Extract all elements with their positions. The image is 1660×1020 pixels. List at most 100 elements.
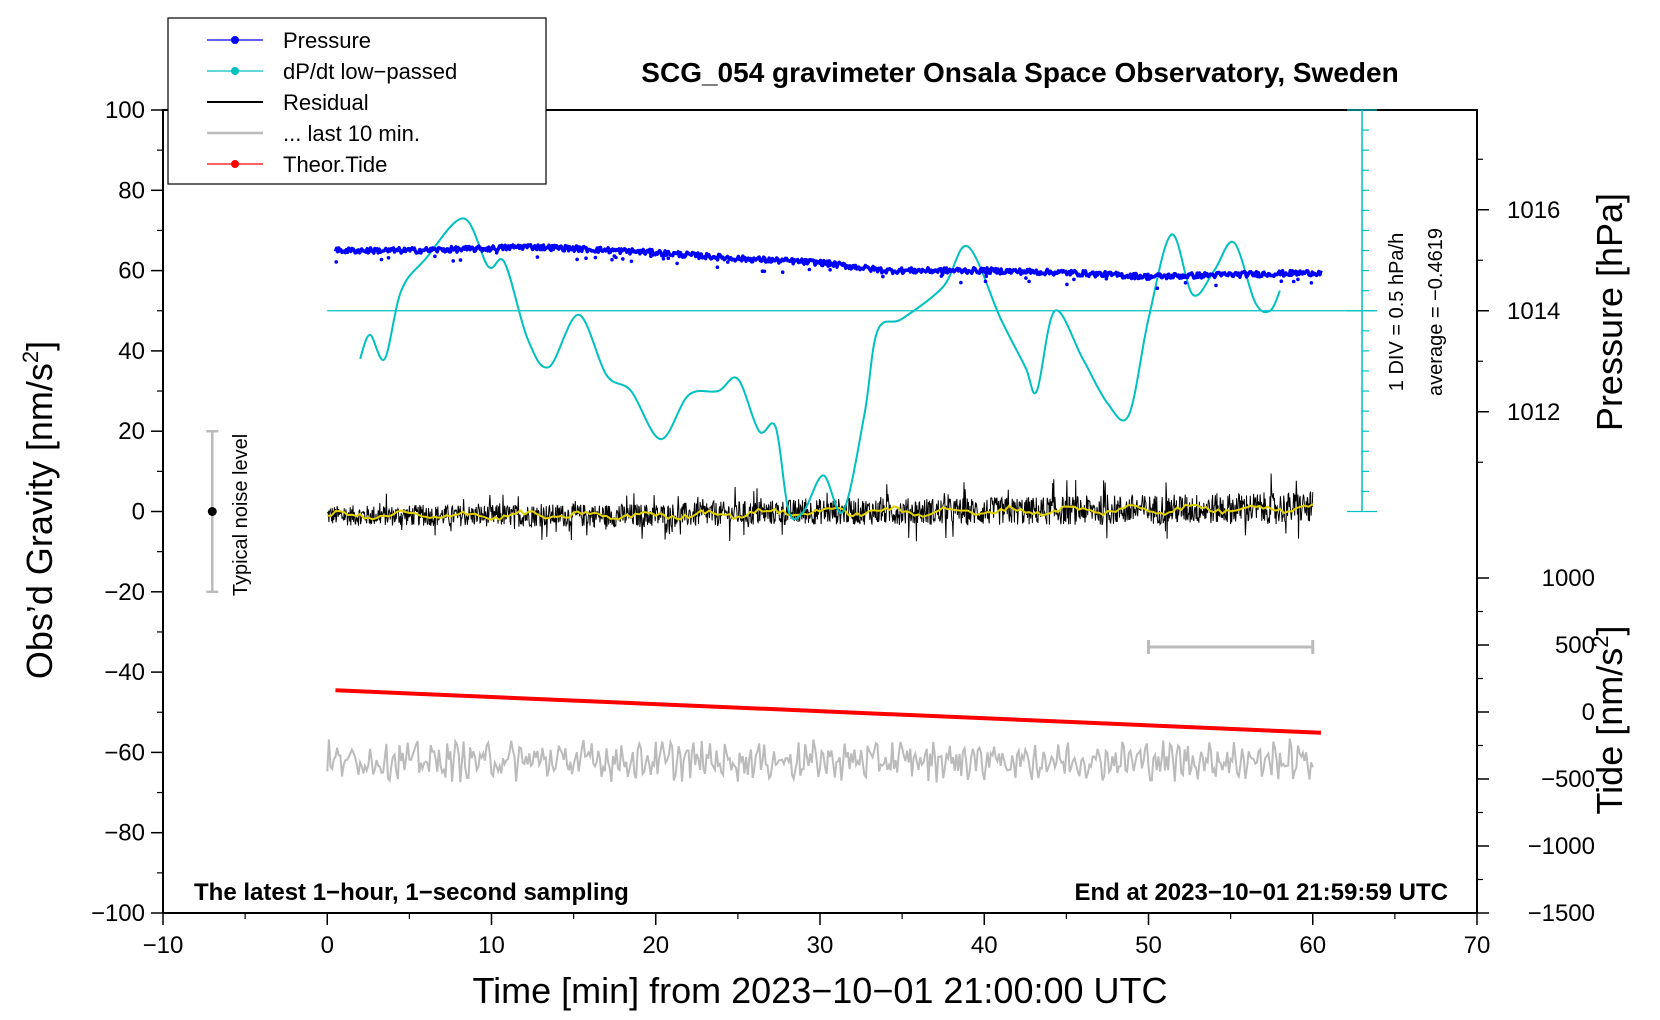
- pressure-point: [940, 272, 945, 277]
- y-left-tick-label: −60: [104, 739, 145, 766]
- legend-marker-pressure: [231, 36, 239, 44]
- pressure-point: [1072, 277, 1076, 282]
- y-left-tick-label: −80: [104, 820, 145, 847]
- x-tick-label: 70: [1464, 932, 1491, 959]
- y-left-tick-label: 80: [118, 177, 145, 204]
- pressure-point: [1065, 282, 1069, 287]
- last10-series-line: [326, 738, 1314, 784]
- pressure-point: [593, 255, 598, 260]
- legend-label-pressure: Pressure: [283, 28, 371, 53]
- pressure-point: [610, 257, 614, 262]
- legend-label-last10: ... last 10 min.: [283, 121, 420, 146]
- tide-series-line: [335, 688, 1322, 735]
- legend-marker-tide: [231, 160, 239, 168]
- legend: Pressure dP/dt low−passed Residual ... l…: [167, 17, 547, 185]
- pressure-point: [1309, 281, 1314, 285]
- pressure-point: [1027, 279, 1031, 284]
- pressure-point: [1024, 276, 1028, 280]
- pressure-point: [494, 251, 499, 255]
- pressure-point: [828, 268, 832, 272]
- pressure-point: [379, 257, 384, 262]
- x-tick-label: 30: [807, 932, 834, 959]
- pressure-point: [612, 254, 617, 258]
- x-tick-label: 60: [1299, 932, 1326, 959]
- pressure-point: [621, 257, 625, 261]
- pressure-point: [1214, 283, 1218, 288]
- y-left-tick-label: −20: [104, 579, 145, 606]
- y-tide-tick-label: −500: [1541, 766, 1595, 793]
- y-left-tick-label: −40: [104, 659, 145, 686]
- pressure-point: [715, 265, 720, 270]
- pressure-point: [649, 254, 653, 258]
- y-left-tick-label: 40: [118, 338, 145, 365]
- legend-label-residual: Residual: [283, 90, 369, 115]
- y-pressure-tick-label: 1012: [1507, 399, 1560, 426]
- pressure-point: [458, 258, 463, 262]
- dpdt-series-line: [359, 217, 1281, 521]
- y-left-tick-label: 60: [118, 258, 145, 285]
- chart-title: SCG_054 gravimeter Onsala Space Observat…: [641, 57, 1398, 88]
- pressure-point: [1155, 286, 1160, 291]
- y-tide-tick-label: −1500: [1528, 900, 1595, 927]
- bottom-right-note: End at 2023−10−01 21:59:59 UTC: [1074, 879, 1448, 906]
- y-right-pressure-label: Pressure [hPa]: [1589, 193, 1630, 431]
- y-left-tick-label: −100: [91, 900, 145, 927]
- pressure-point: [433, 254, 437, 259]
- pressure-point: [959, 280, 963, 285]
- pressure-series-line: [333, 242, 1323, 281]
- pressure-point: [675, 261, 679, 266]
- pressure-point: [1291, 279, 1296, 284]
- x-tick-label: 0: [321, 932, 334, 959]
- residual-series-line: [326, 473, 1314, 542]
- dpdt-div-label: 1 DIV = 0.5 hPa/h: [1386, 233, 1408, 391]
- noise-level-label: Typical noise level: [230, 434, 252, 596]
- pressure-point: [881, 274, 885, 279]
- pressure-point: [451, 259, 456, 263]
- y-left-tick-label: 20: [118, 418, 145, 445]
- pressure-point: [386, 255, 391, 260]
- x-tick-label: 50: [1135, 932, 1162, 959]
- pressure-point: [629, 259, 634, 264]
- y-pressure-tick-label: 1016: [1507, 197, 1560, 224]
- y-left-tick-label: 100: [105, 97, 145, 124]
- x-tick-label: 40: [971, 932, 998, 959]
- pressure-point: [780, 270, 785, 275]
- residual-smoothed-line: [327, 503, 1314, 522]
- y-left-axis-label: Obs’d Gravity [nm/s2]: [18, 341, 60, 679]
- pressure-point: [334, 260, 339, 264]
- pressure-point: [1104, 276, 1109, 281]
- series-layer: [206, 109, 1378, 784]
- dpdt-average-label: average = −0.4619: [1425, 228, 1447, 396]
- pressure-point: [984, 274, 989, 279]
- y-tide-tick-label: 0: [1582, 699, 1595, 726]
- pressure-point: [666, 256, 671, 261]
- x-tick-label: 20: [642, 932, 669, 959]
- y-pressure-tick-label: 1014: [1507, 298, 1560, 325]
- y-tide-tick-label: 1000: [1542, 565, 1595, 592]
- x-tick-label: −10: [143, 932, 184, 959]
- pressure-point: [1279, 279, 1284, 284]
- y-tide-tick-label: 500: [1555, 632, 1595, 659]
- legend-label-tide: Theor.Tide: [283, 152, 387, 177]
- legend-label-dpdt: dP/dt low−passed: [283, 59, 457, 84]
- legend-marker-dpdt: [231, 67, 239, 75]
- pressure-point: [983, 279, 988, 284]
- pressure-point: [807, 267, 812, 272]
- y-right-tide-label: Tide [nm/s2]: [1588, 626, 1630, 815]
- pressure-point: [1296, 277, 1300, 282]
- pressure-point: [584, 256, 588, 261]
- pressure-point: [726, 260, 730, 264]
- pressure-point: [1183, 281, 1188, 285]
- x-tick-label: 10: [478, 932, 505, 959]
- axis-ticks: −10 0 10 20 30 40 50 60 70100806040200−20−40−60−…: [91, 97, 1595, 959]
- y-tide-tick-label: −1000: [1528, 833, 1595, 860]
- pressure-point: [760, 269, 765, 274]
- x-axis-label: Time [min] from 2023−10−01 21:00:00 UTC: [472, 970, 1167, 1011]
- noise-level-point: [207, 507, 217, 516]
- y-left-tick-label: 0: [132, 499, 145, 526]
- bottom-left-note: The latest 1−hour, 1−second sampling: [194, 879, 629, 906]
- pressure-point: [535, 255, 540, 259]
- pressure-point: [661, 257, 666, 261]
- pressure-point: [575, 257, 579, 262]
